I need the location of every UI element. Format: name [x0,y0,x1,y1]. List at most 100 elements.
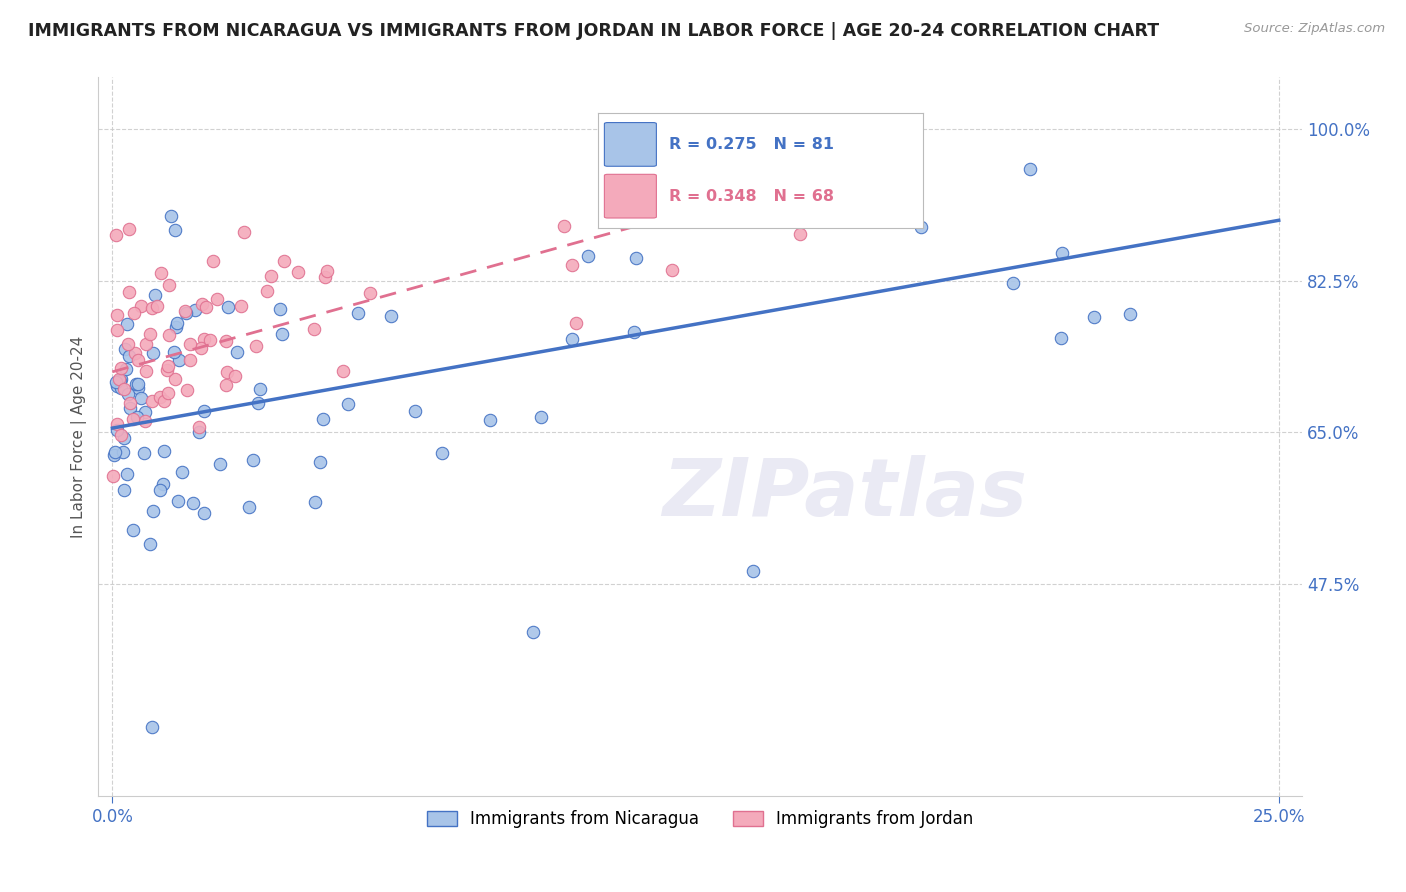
Point [205,292,228,306]
Point [217,365,239,379]
Point [553,219,575,234]
Text: IMMIGRANTS FROM NICARAGUA VS IMMIGRANTS FROM JORDAN IN LABOR FORCE | AGE 20-24 C: IMMIGRANTS FROM NICARAGUA VS IMMIGRANTS … [28,22,1159,40]
Point [141,394,163,409]
Point [122,306,145,320]
Point [157,359,180,373]
Point [150,267,173,281]
Point [117,387,139,401]
Point [309,455,332,469]
Point [118,401,141,416]
Point [157,328,180,343]
Point [359,285,381,300]
Point [110,361,132,376]
Point [143,288,166,302]
Point [193,332,215,346]
Point [193,404,215,418]
Point [110,427,132,442]
Point [245,339,267,353]
Point [101,468,124,483]
Point [174,305,197,319]
Point [163,345,186,359]
Point [134,446,156,460]
Point [135,337,157,351]
Point [153,394,176,409]
Point [195,300,218,314]
Point [530,409,553,424]
Point [146,299,169,313]
Point [156,363,179,377]
Point [165,223,187,237]
Point [108,374,131,388]
Point [105,379,128,393]
Point [122,524,145,538]
Point [337,397,360,411]
Point [139,537,162,551]
Point [104,444,127,458]
Point [179,353,201,368]
Point [247,395,270,409]
Point [561,332,583,346]
Point [1050,331,1073,345]
Point [224,368,246,383]
Point [623,325,645,339]
Point [104,227,127,242]
Point [110,372,132,386]
Point [789,227,811,241]
Point [215,378,238,392]
Point [187,425,209,439]
Point [124,345,146,359]
Point [271,326,294,341]
Point [576,249,599,263]
Point [120,396,142,410]
Point [105,423,128,437]
Point [661,263,683,277]
Point [200,333,222,347]
Text: Source: ZipAtlas.com: Source: ZipAtlas.com [1244,22,1385,36]
Point [561,258,583,272]
Point [134,414,156,428]
Point [1119,307,1142,321]
Point [242,453,264,467]
Point [754,207,776,221]
Point [287,265,309,279]
Point [165,372,187,386]
Point [193,506,215,520]
Point [115,317,138,331]
Point [153,443,176,458]
Point [190,342,212,356]
Point [238,500,260,515]
Point [742,564,765,578]
Point [522,624,544,639]
Point [380,309,402,323]
Point [108,372,131,386]
Point [304,494,326,508]
Point [104,375,127,389]
Point [1083,310,1105,324]
Point [134,404,156,418]
Point [114,342,136,356]
Point [176,383,198,397]
Point [312,412,335,426]
Point [215,334,238,348]
Point [127,376,149,391]
Point [269,302,291,317]
Point [302,322,325,336]
Point [117,221,139,235]
Point [179,337,201,351]
Point [115,362,138,376]
Point [166,316,188,330]
Point [160,210,183,224]
Point [125,409,148,424]
Point [565,316,588,330]
Point [117,337,139,351]
Point [316,264,339,278]
Point [181,496,204,510]
Point [614,182,637,196]
Point [141,720,163,734]
Point [112,483,135,497]
Point [170,466,193,480]
Point [105,323,128,337]
Point [191,297,214,311]
Point [273,253,295,268]
Point [112,431,135,445]
